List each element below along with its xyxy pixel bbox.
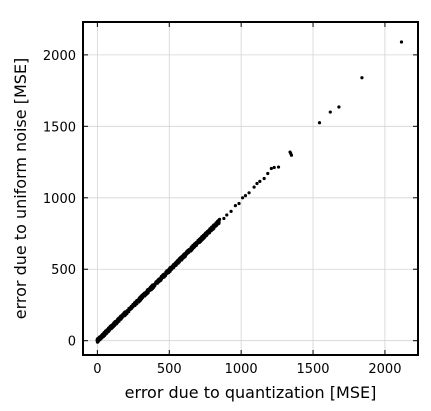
data-point — [215, 220, 220, 224]
x-axis-label: error due to quantization [MSE] — [125, 383, 377, 402]
x-tick-label: 0 — [93, 362, 101, 377]
data-point — [110, 324, 115, 328]
data-point — [229, 209, 233, 213]
data-point — [188, 249, 192, 253]
data-point — [272, 165, 276, 170]
y-tick-label: 1000 — [43, 192, 76, 207]
data-point — [143, 291, 147, 295]
data-point — [148, 287, 152, 291]
data-point — [328, 110, 332, 114]
data-point — [337, 105, 341, 109]
data-point — [165, 271, 169, 275]
x-tick-label: 2000 — [368, 362, 401, 377]
data-point — [160, 276, 164, 280]
data-point — [192, 244, 197, 249]
data-point — [108, 326, 113, 330]
data-points — [95, 40, 404, 344]
data-point — [182, 255, 186, 259]
axis-ticks: 0 500 1000 1500 2000 0 500 1000 1500 2000 — [43, 22, 418, 377]
data-point — [276, 165, 281, 169]
data-point — [255, 181, 259, 186]
data-point — [317, 121, 322, 125]
data-point — [129, 306, 133, 311]
x-tick-label: 500 — [157, 362, 182, 377]
data-point — [258, 179, 262, 183]
data-point — [116, 318, 121, 322]
y-tick-label: 500 — [51, 263, 76, 278]
plot-frame — [82, 21, 419, 356]
y-tick-label: 1500 — [43, 120, 76, 135]
data-point — [210, 225, 214, 229]
x-tick-label: 1500 — [296, 362, 329, 377]
data-point — [247, 191, 251, 195]
data-point — [121, 314, 125, 318]
data-point — [162, 272, 166, 277]
data-point — [153, 281, 158, 285]
data-point — [225, 213, 229, 217]
data-point — [252, 185, 256, 189]
data-point — [145, 288, 150, 292]
y-tick-label: 0 — [68, 335, 76, 350]
data-point — [135, 298, 139, 303]
data-point — [269, 166, 273, 171]
data-point — [169, 265, 173, 269]
data-point — [103, 332, 107, 336]
x-tick-label: 1000 — [225, 362, 258, 377]
data-point — [289, 153, 294, 157]
data-point — [106, 327, 110, 332]
data-point — [99, 336, 103, 340]
y-axis-label: error due to uniform noise [MSE] — [11, 58, 30, 320]
data-point — [240, 196, 245, 200]
data-point — [262, 176, 266, 181]
data-point — [157, 280, 161, 284]
data-point — [399, 40, 404, 44]
data-point — [95, 338, 99, 342]
data-point — [111, 322, 116, 326]
data-point — [195, 241, 199, 245]
data-point — [200, 235, 204, 239]
data-point — [266, 171, 270, 176]
data-point — [198, 240, 202, 244]
data-point — [150, 285, 154, 289]
data-point — [174, 261, 178, 265]
data-point — [105, 330, 109, 334]
data-point — [125, 311, 129, 316]
data-point — [360, 76, 364, 80]
data-point — [222, 216, 226, 221]
data-point — [213, 224, 217, 228]
data-point — [138, 298, 142, 302]
data-point — [237, 201, 241, 206]
data-point — [243, 194, 248, 198]
data-point — [233, 204, 238, 208]
y-tick-label: 2000 — [43, 49, 76, 64]
data-point — [208, 229, 212, 233]
data-point — [184, 252, 188, 256]
grid-lines — [83, 22, 418, 355]
data-point — [179, 255, 183, 260]
data-point — [203, 234, 207, 238]
